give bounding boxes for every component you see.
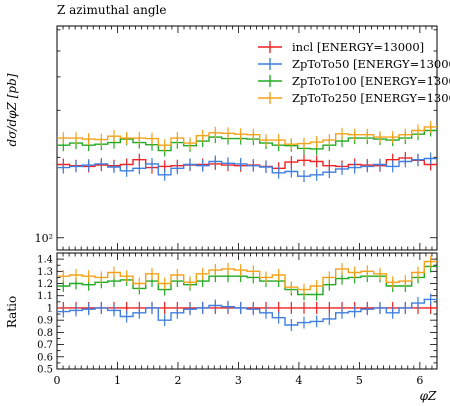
legend-label-0: incl [ENERGY=13000] xyxy=(292,40,424,54)
ratio-tick-label: 0.8 xyxy=(37,328,53,339)
x-tick-label: 2 xyxy=(174,374,181,387)
ratio-series-1-line xyxy=(57,298,437,326)
series-2-line xyxy=(57,129,437,152)
legend-label-2: ZpToTo100 [ENERGY=13000] xyxy=(292,74,450,88)
x-tick-label: 1 xyxy=(114,374,121,387)
x-tick-label: 4 xyxy=(295,374,302,387)
ratio-tick-label: 0.5 xyxy=(37,365,53,376)
series-3-line xyxy=(57,126,437,146)
ratio-series-3-line xyxy=(57,260,437,291)
x-axis-label: φZ xyxy=(420,389,437,403)
x-tick-label: 5 xyxy=(356,374,363,387)
legend-label-3: ZpToTo250 [ENERGY=13000] xyxy=(292,91,450,105)
x-tick-label: 0 xyxy=(54,374,61,387)
ratio-tick-label: 1 xyxy=(47,303,53,314)
ratio-tick-label: 1.4 xyxy=(37,255,53,266)
y-tick-label: 10² xyxy=(35,232,53,245)
ratio-tick-label: 1.2 xyxy=(37,279,53,290)
ratio-tick-label: 0.9 xyxy=(37,316,53,327)
ratio-tick-label: 0.6 xyxy=(37,352,53,363)
x-tick-label: 6 xyxy=(416,374,423,387)
ratio-tick-label: 1.1 xyxy=(37,291,53,302)
ratio-tick-label: 0.7 xyxy=(37,340,53,351)
x-tick-label: 3 xyxy=(235,374,242,387)
series-1-line xyxy=(57,157,437,177)
legend-label-1: ZpToTo50 [ENERGY=13000] xyxy=(292,57,450,71)
ratio-axis-label: Ratio xyxy=(5,296,19,328)
chart-title: Z azimuthal angle xyxy=(57,3,166,17)
ratio-tick-label: 1.3 xyxy=(37,267,53,278)
y-axis-label: dσ/dφZ [pb] xyxy=(5,73,19,146)
